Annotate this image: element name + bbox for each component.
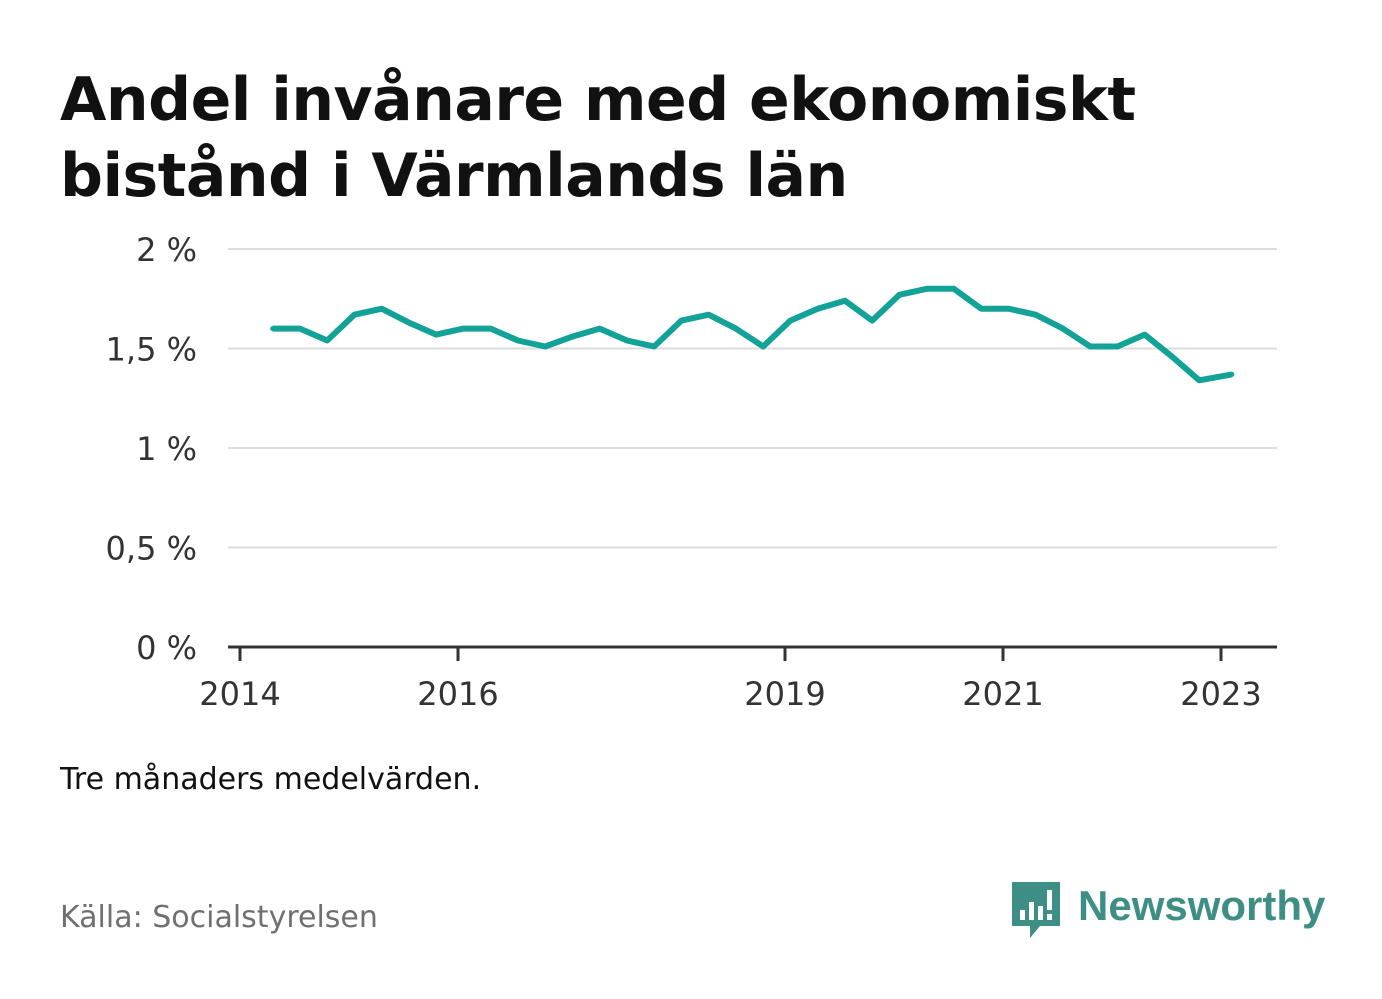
data-point — [651, 344, 657, 350]
series-points — [270, 286, 1235, 383]
y-tick-label: 0 % — [136, 629, 197, 667]
y-tick-label: 2 % — [136, 231, 197, 269]
data-point — [542, 344, 548, 350]
data-point — [488, 326, 494, 332]
data-point — [297, 326, 303, 332]
data-point — [815, 306, 821, 312]
data-point — [1142, 332, 1148, 338]
data-point — [324, 338, 330, 344]
y-axis-tick-labels: 0 % 0,5 % 1 % 1,5 % 2 % — [106, 231, 197, 667]
data-point — [433, 332, 439, 338]
line-chart: 0 % 0,5 % 1 % 1,5 % 2 % 2014 2016 2019 2021 2023 — [106, 231, 1277, 713]
data-point — [842, 298, 848, 304]
y-tick-label: 0,5 % — [106, 530, 197, 568]
data-point — [869, 318, 875, 324]
data-point — [896, 292, 902, 298]
data-point — [787, 318, 793, 324]
data-point — [1005, 306, 1011, 312]
data-point — [1087, 344, 1093, 350]
data-point — [1033, 312, 1039, 318]
series-line — [272, 285, 1233, 384]
data-point — [351, 312, 357, 318]
x-axis-ticks: 2014 2016 2019 2021 2023 — [199, 647, 1262, 713]
data-point — [597, 326, 603, 332]
data-point — [678, 318, 684, 324]
source-label: Källa: Socialstyrelsen — [60, 900, 378, 935]
data-point — [270, 326, 276, 332]
x-tick-label: 2019 — [744, 675, 825, 713]
data-point — [406, 320, 412, 326]
data-point — [515, 338, 521, 344]
data-point — [1114, 344, 1120, 350]
data-point — [924, 286, 930, 292]
data-point — [1196, 377, 1202, 383]
data-point — [460, 326, 466, 332]
chart-title: Andel invånare med ekonomiskt bistånd i … — [60, 65, 1136, 211]
x-tick-label: 2021 — [962, 675, 1043, 713]
grid-lines — [228, 248, 1277, 549]
data-point — [760, 344, 766, 350]
data-point — [978, 306, 984, 312]
chart-note: Tre månaders medelvärden. — [60, 762, 482, 797]
data-point — [379, 306, 385, 312]
data-point — [624, 338, 630, 344]
x-tick-label: 2014 — [199, 675, 280, 713]
data-point — [1060, 326, 1066, 332]
data-point — [733, 326, 739, 332]
data-point — [951, 286, 957, 292]
x-tick-label: 2023 — [1180, 675, 1261, 713]
y-tick-label: 1 % — [136, 430, 197, 468]
y-tick-label: 1,5 % — [106, 331, 197, 369]
brand-name: Newsworthy — [1078, 882, 1326, 929]
newsworthy-chart-bubble-icon — [1012, 882, 1060, 938]
x-tick-label: 2016 — [417, 675, 498, 713]
data-point — [706, 312, 712, 318]
newsworthy-logo: Newsworthy — [1010, 880, 1330, 940]
data-point — [569, 334, 575, 340]
data-point — [1229, 371, 1235, 377]
data-point — [1169, 353, 1175, 359]
